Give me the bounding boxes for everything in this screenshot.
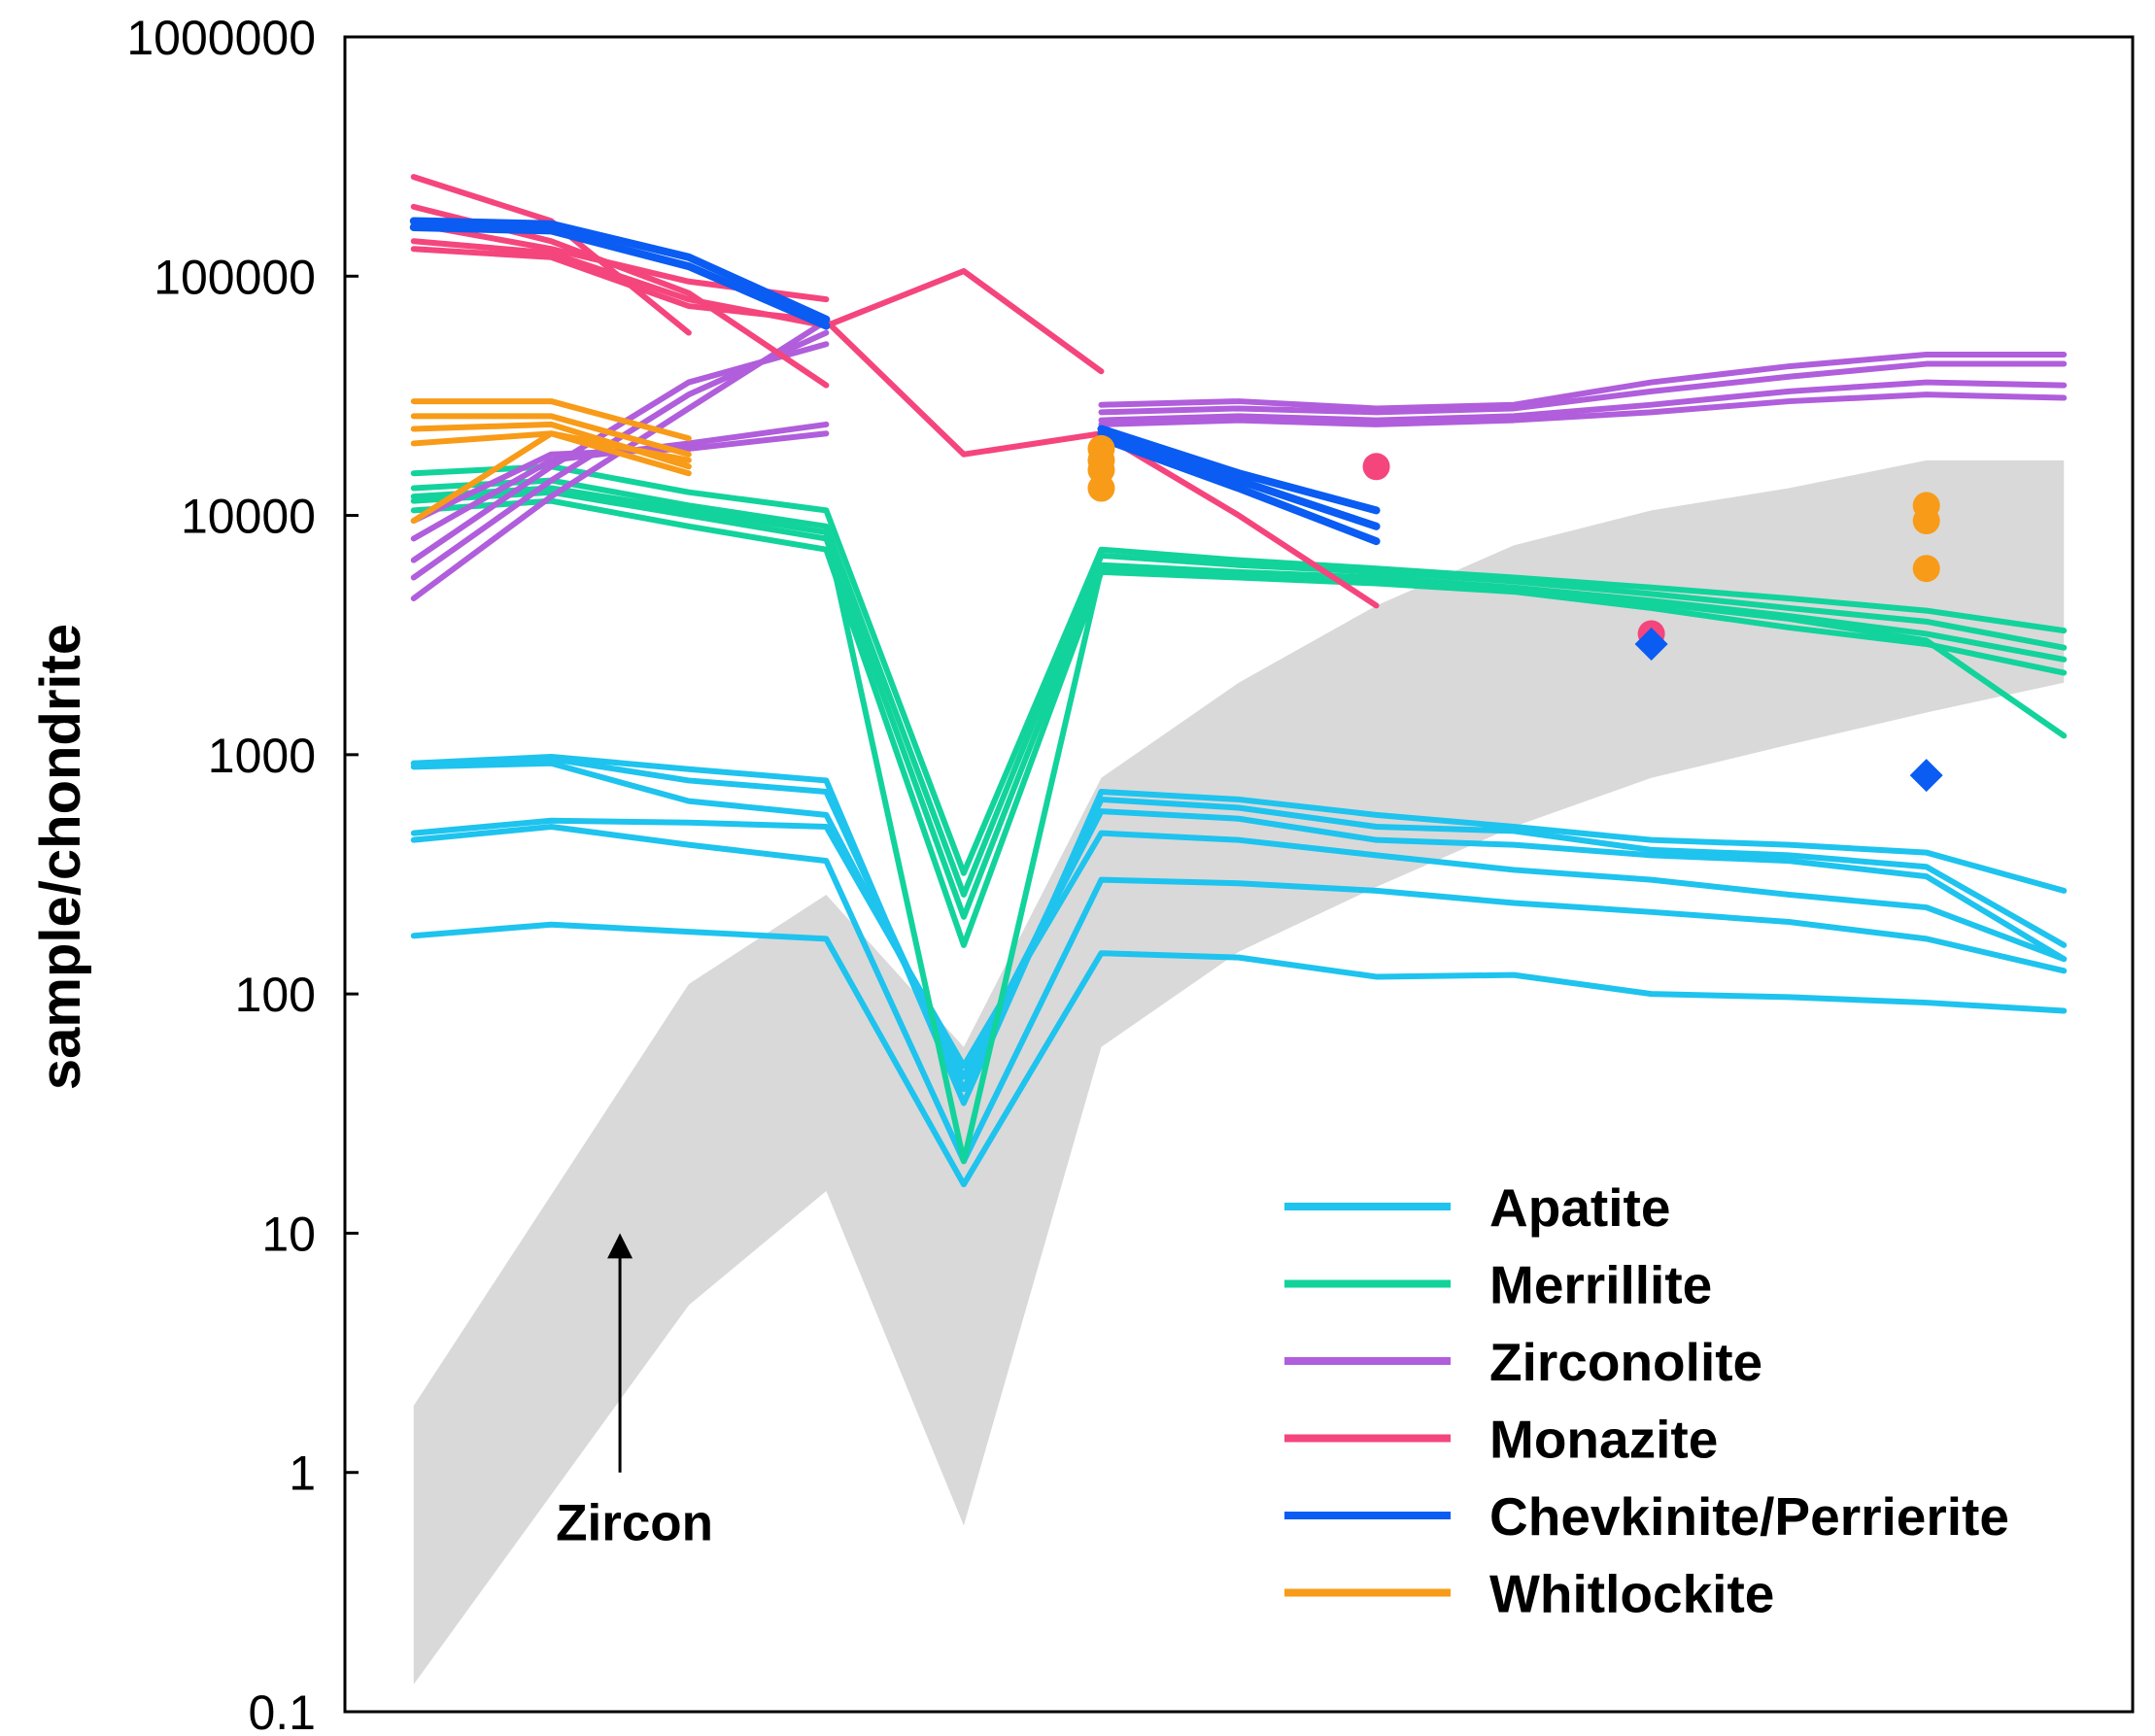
monazite-line xyxy=(410,246,1380,609)
whitlockite-point xyxy=(1912,507,1940,535)
zircon-band-layer xyxy=(413,460,2065,1685)
y-axis-title: sample/chondrite xyxy=(29,624,92,1090)
y-tick-label: 100000 xyxy=(154,250,316,304)
zirconolite-line xyxy=(1098,352,2068,412)
y-tick-label: 1000 xyxy=(208,729,316,783)
apatite-line xyxy=(410,760,2068,1080)
zircon-range-band xyxy=(413,460,2065,1685)
apatite-line xyxy=(410,823,2068,1165)
y-axis-ticks: 0.1 1 10 100 1000 10000 100000 1000000 xyxy=(126,11,359,1736)
y-tick-label: 0.1 xyxy=(248,1685,316,1736)
zirconolite-line xyxy=(1098,360,2068,416)
merrillite-line xyxy=(410,485,2068,1165)
whitlockite-point xyxy=(1087,474,1115,502)
y-tick-label: 100 xyxy=(235,968,316,1022)
chevkinite-perrierite-point xyxy=(1909,759,1943,793)
zircon-label: Zircon xyxy=(556,1495,713,1552)
whitlockite-line xyxy=(410,398,692,442)
legend-label-zirconolite: Zirconolite xyxy=(1489,1332,1762,1392)
zircon-arrow-head xyxy=(607,1233,633,1259)
apatite-line xyxy=(410,817,2068,1070)
monazite-point xyxy=(1362,453,1390,481)
chevkinite-perrierite-line xyxy=(409,217,831,323)
merrillite-line xyxy=(410,463,2068,876)
legend: Apatite Merrillite Zirconolite Monazite Chev… xyxy=(1284,1177,2009,1624)
whitlockite-point xyxy=(1912,555,1940,583)
chevkinite-perrierite-line xyxy=(1097,429,1381,530)
legend-label-chevkinite-perrierite: Chevkinite/Perrierite xyxy=(1489,1486,2009,1547)
legend-label-apatite: Apatite xyxy=(1489,1177,1670,1238)
y-tick-label: 10000 xyxy=(181,490,316,544)
zirconolite-line xyxy=(410,341,830,563)
y-tick-label: 1 xyxy=(289,1447,316,1501)
apatite-line xyxy=(410,754,2068,1106)
chevkinite-perrierite-point xyxy=(1634,627,1668,661)
chevkinite-perrierite-line xyxy=(409,223,831,330)
whitlockite-line xyxy=(410,430,692,525)
zirconolite-line xyxy=(1098,391,2068,427)
plot-frame xyxy=(343,35,2135,1714)
whitlockite-line xyxy=(410,413,692,458)
legend-label-whitlockite: Whitlockite xyxy=(1489,1564,1774,1624)
data-points-layer xyxy=(1087,434,1943,793)
chevkinite-perrierite-line xyxy=(1097,434,1381,546)
series-lines-layer xyxy=(409,174,2068,1188)
legend-label-monazite: Monazite xyxy=(1489,1410,1718,1470)
zirconolite-line xyxy=(1098,379,2068,424)
annotation-layer: Zircon xyxy=(556,1233,713,1552)
y-tick-label: 1000000 xyxy=(126,11,316,65)
apatite-line xyxy=(410,756,2068,1093)
apatite-line xyxy=(410,921,2068,1188)
chevkinite-perrierite-line xyxy=(1097,425,1381,515)
legend-label-merrillite: Merrillite xyxy=(1489,1255,1712,1315)
monazite-line xyxy=(410,238,1105,375)
merrillite-line xyxy=(410,477,2068,898)
y-tick-label: 10 xyxy=(261,1207,316,1261)
